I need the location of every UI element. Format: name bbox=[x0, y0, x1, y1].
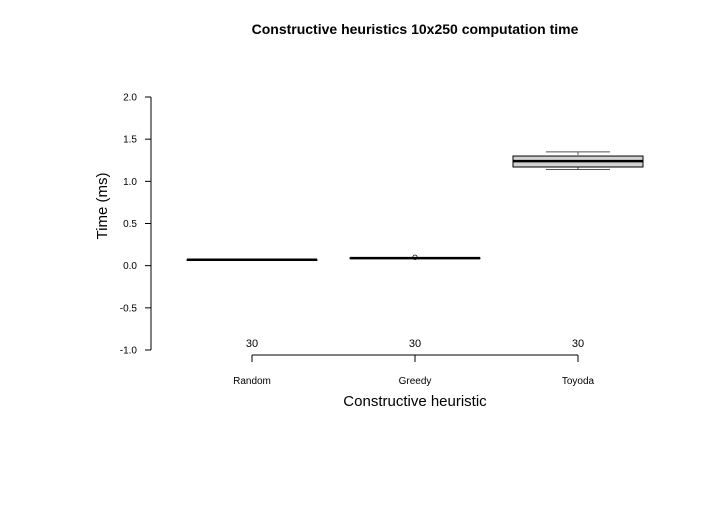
y-tick-label: 1.5 bbox=[123, 135, 137, 146]
count-label: 30 bbox=[572, 338, 584, 350]
count-label: 30 bbox=[246, 338, 258, 350]
x-axis-title: Constructive heuristic bbox=[343, 393, 487, 410]
box-greedy bbox=[349, 254, 481, 260]
y-tick-label: 2.0 bbox=[123, 93, 137, 104]
x-tick-label: Greedy bbox=[399, 376, 432, 387]
y-axis: -1.0 -0.5 0.0 0.5 1.0 1.5 2.0 bbox=[120, 93, 152, 357]
box-series bbox=[186, 151, 644, 262]
y-tick-label: -1.0 bbox=[120, 346, 138, 357]
box-toyoda bbox=[512, 151, 644, 171]
x-axis: Random Greedy Toyoda bbox=[233, 354, 595, 387]
y-tick-label: -0.5 bbox=[120, 303, 138, 314]
y-tick-label: 0.0 bbox=[123, 261, 137, 272]
outlier-point bbox=[412, 254, 418, 260]
chart-title: Constructive heuristics 10x250 computati… bbox=[252, 21, 579, 37]
count-label: 30 bbox=[409, 338, 421, 350]
y-tick-label: 0.5 bbox=[123, 219, 137, 230]
count-labels: 30 30 30 bbox=[246, 338, 584, 350]
y-tick-label: 1.0 bbox=[123, 177, 137, 188]
x-tick-label: Toyoda bbox=[562, 376, 595, 387]
x-tick-label: Random bbox=[233, 376, 271, 387]
box-random bbox=[186, 258, 318, 262]
y-axis-title: Time (ms) bbox=[94, 173, 111, 240]
